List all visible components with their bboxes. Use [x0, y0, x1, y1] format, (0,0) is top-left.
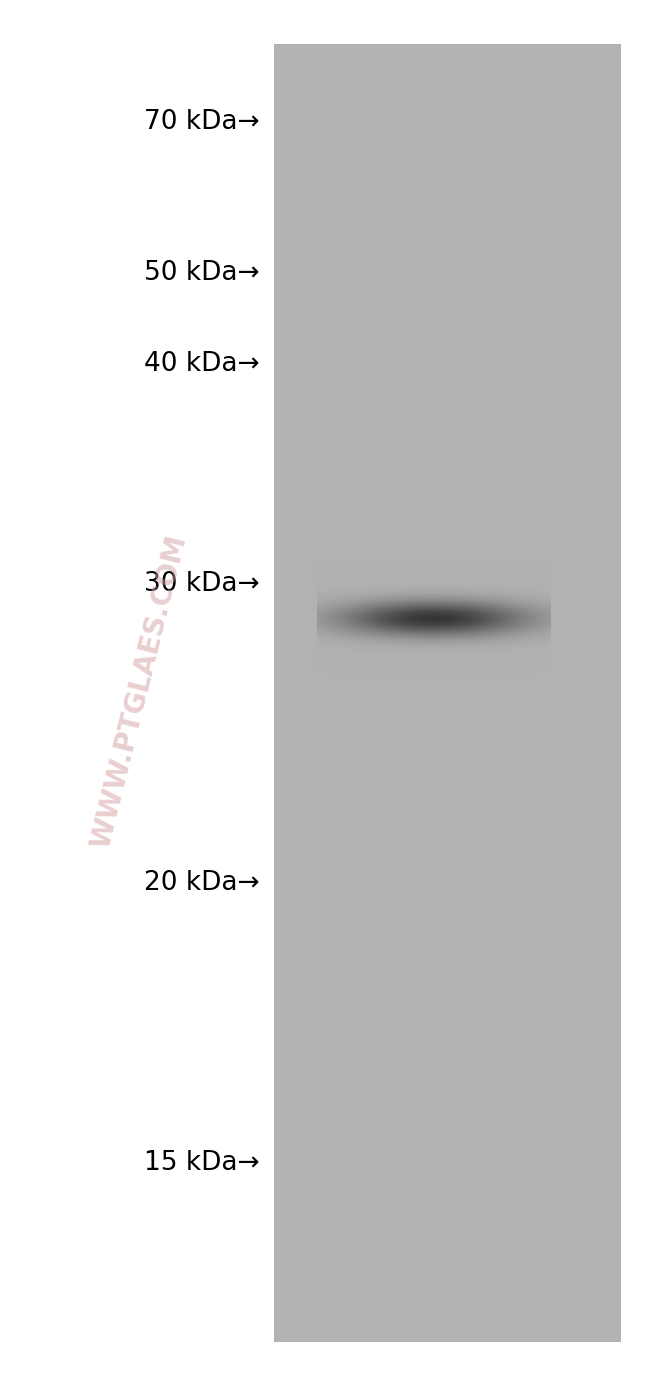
Text: 15 kDa→: 15 kDa→ — [144, 1150, 260, 1175]
Text: 40 kDa→: 40 kDa→ — [144, 352, 260, 376]
Text: 20 kDa→: 20 kDa→ — [144, 871, 260, 895]
Text: 30 kDa→: 30 kDa→ — [144, 572, 260, 597]
Text: 50 kDa→: 50 kDa→ — [144, 260, 260, 285]
Text: WWW.PTGLAES.COM: WWW.PTGLAES.COM — [87, 533, 192, 851]
Text: 70 kDa→: 70 kDa→ — [144, 109, 260, 134]
Bar — [274, 44, 621, 1342]
